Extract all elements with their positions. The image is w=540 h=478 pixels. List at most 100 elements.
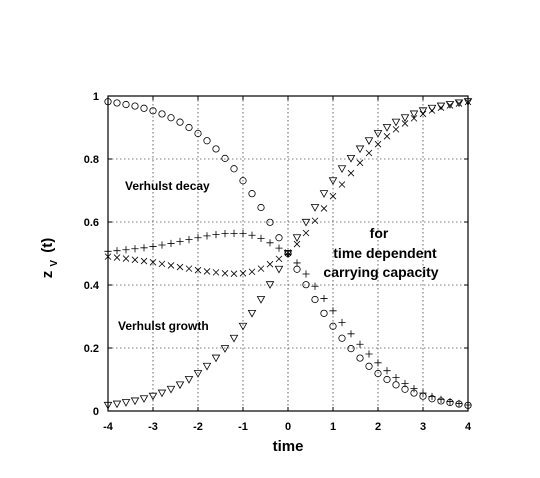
data-point	[158, 260, 166, 268]
data-point	[283, 250, 293, 258]
data-point	[185, 236, 193, 244]
data-point	[293, 259, 301, 267]
x-tick-label: -2	[193, 421, 203, 433]
data-point	[445, 101, 455, 109]
data-point	[121, 399, 131, 407]
data-point	[392, 374, 400, 382]
data-point	[383, 375, 391, 384]
y-axis-label-tail: (t)	[39, 238, 56, 253]
data-point	[455, 100, 463, 107]
data-point	[194, 234, 202, 242]
data-point	[113, 247, 121, 255]
data-point	[383, 367, 391, 375]
data-point	[212, 269, 220, 276]
data-point	[256, 296, 266, 304]
data-point	[275, 255, 283, 263]
data-point	[239, 177, 247, 185]
data-point	[446, 102, 454, 109]
data-point	[248, 268, 256, 276]
data-point	[203, 268, 211, 275]
data-point	[212, 145, 220, 153]
annotation-note-line2: time dependent	[333, 245, 437, 261]
data-point	[140, 244, 148, 252]
data-point	[175, 381, 185, 390]
data-point	[275, 234, 283, 242]
x-axis-label: time	[273, 438, 304, 455]
data-point	[292, 234, 302, 242]
data-point	[320, 205, 328, 212]
data-point	[437, 395, 445, 403]
data-point	[230, 165, 238, 173]
data-point	[257, 203, 265, 212]
data-point	[239, 230, 247, 238]
data-point	[149, 107, 157, 115]
data-point	[229, 334, 239, 343]
data-point	[437, 104, 445, 111]
data-point	[113, 99, 121, 107]
data-point	[194, 129, 202, 138]
data-point	[202, 362, 212, 371]
data-point	[401, 120, 409, 127]
data-point	[419, 110, 427, 118]
data-point	[274, 265, 284, 274]
data-point	[455, 399, 463, 408]
data-point	[311, 295, 319, 304]
data-point	[148, 392, 158, 401]
data-point	[203, 137, 211, 145]
x-tick-label: 2	[375, 421, 381, 433]
series-plus	[104, 229, 472, 409]
data-point	[454, 99, 464, 108]
annotation-note-line1: for	[370, 225, 389, 241]
data-point	[347, 330, 355, 338]
data-point	[392, 126, 400, 133]
data-point	[301, 218, 311, 227]
data-point	[346, 154, 356, 163]
data-point	[166, 385, 176, 394]
annotation-note-line3: carrying capacity	[323, 264, 438, 280]
data-point	[446, 397, 454, 406]
data-point	[130, 397, 140, 406]
y-tick-label: 0.6	[84, 217, 99, 229]
y-axis-label-sub: V	[49, 260, 60, 267]
data-point	[158, 110, 166, 118]
data-point	[131, 256, 139, 264]
data-point	[356, 354, 364, 362]
data-point	[157, 389, 167, 398]
data-point	[158, 241, 166, 249]
data-point	[284, 249, 292, 256]
data-point	[356, 159, 364, 167]
data-point	[221, 154, 229, 162]
data-point	[131, 102, 139, 110]
data-point	[302, 229, 310, 237]
data-point	[221, 230, 229, 238]
data-point	[383, 133, 391, 140]
data-point	[374, 359, 382, 367]
data-point	[338, 318, 346, 327]
svg-text:z V (t): z V (t)	[39, 238, 61, 279]
data-point	[167, 114, 175, 122]
data-point	[319, 190, 329, 198]
annotation-growth: Verhulst growth	[118, 319, 209, 333]
data-point	[338, 181, 346, 188]
data-point	[149, 242, 157, 251]
data-point	[374, 140, 382, 148]
data-point	[112, 400, 122, 409]
grid	[108, 96, 468, 411]
x-tick-label: 3	[420, 421, 426, 433]
data-point	[265, 281, 275, 289]
data-point	[409, 110, 419, 119]
data-point	[122, 246, 130, 254]
data-point	[139, 395, 149, 403]
tick-labels: -4 -3 -2 -1 0 1 2 3 4 0 0.2 0.4 0.6 0.8 1	[84, 91, 472, 433]
data-point	[140, 104, 148, 112]
data-point	[410, 115, 418, 122]
data-point	[203, 232, 211, 240]
data-point	[194, 266, 202, 274]
data-point	[401, 379, 409, 388]
data-point	[275, 244, 283, 252]
data-point	[365, 350, 373, 358]
data-point	[212, 231, 220, 239]
data-point	[122, 100, 130, 109]
data-point	[373, 130, 383, 138]
